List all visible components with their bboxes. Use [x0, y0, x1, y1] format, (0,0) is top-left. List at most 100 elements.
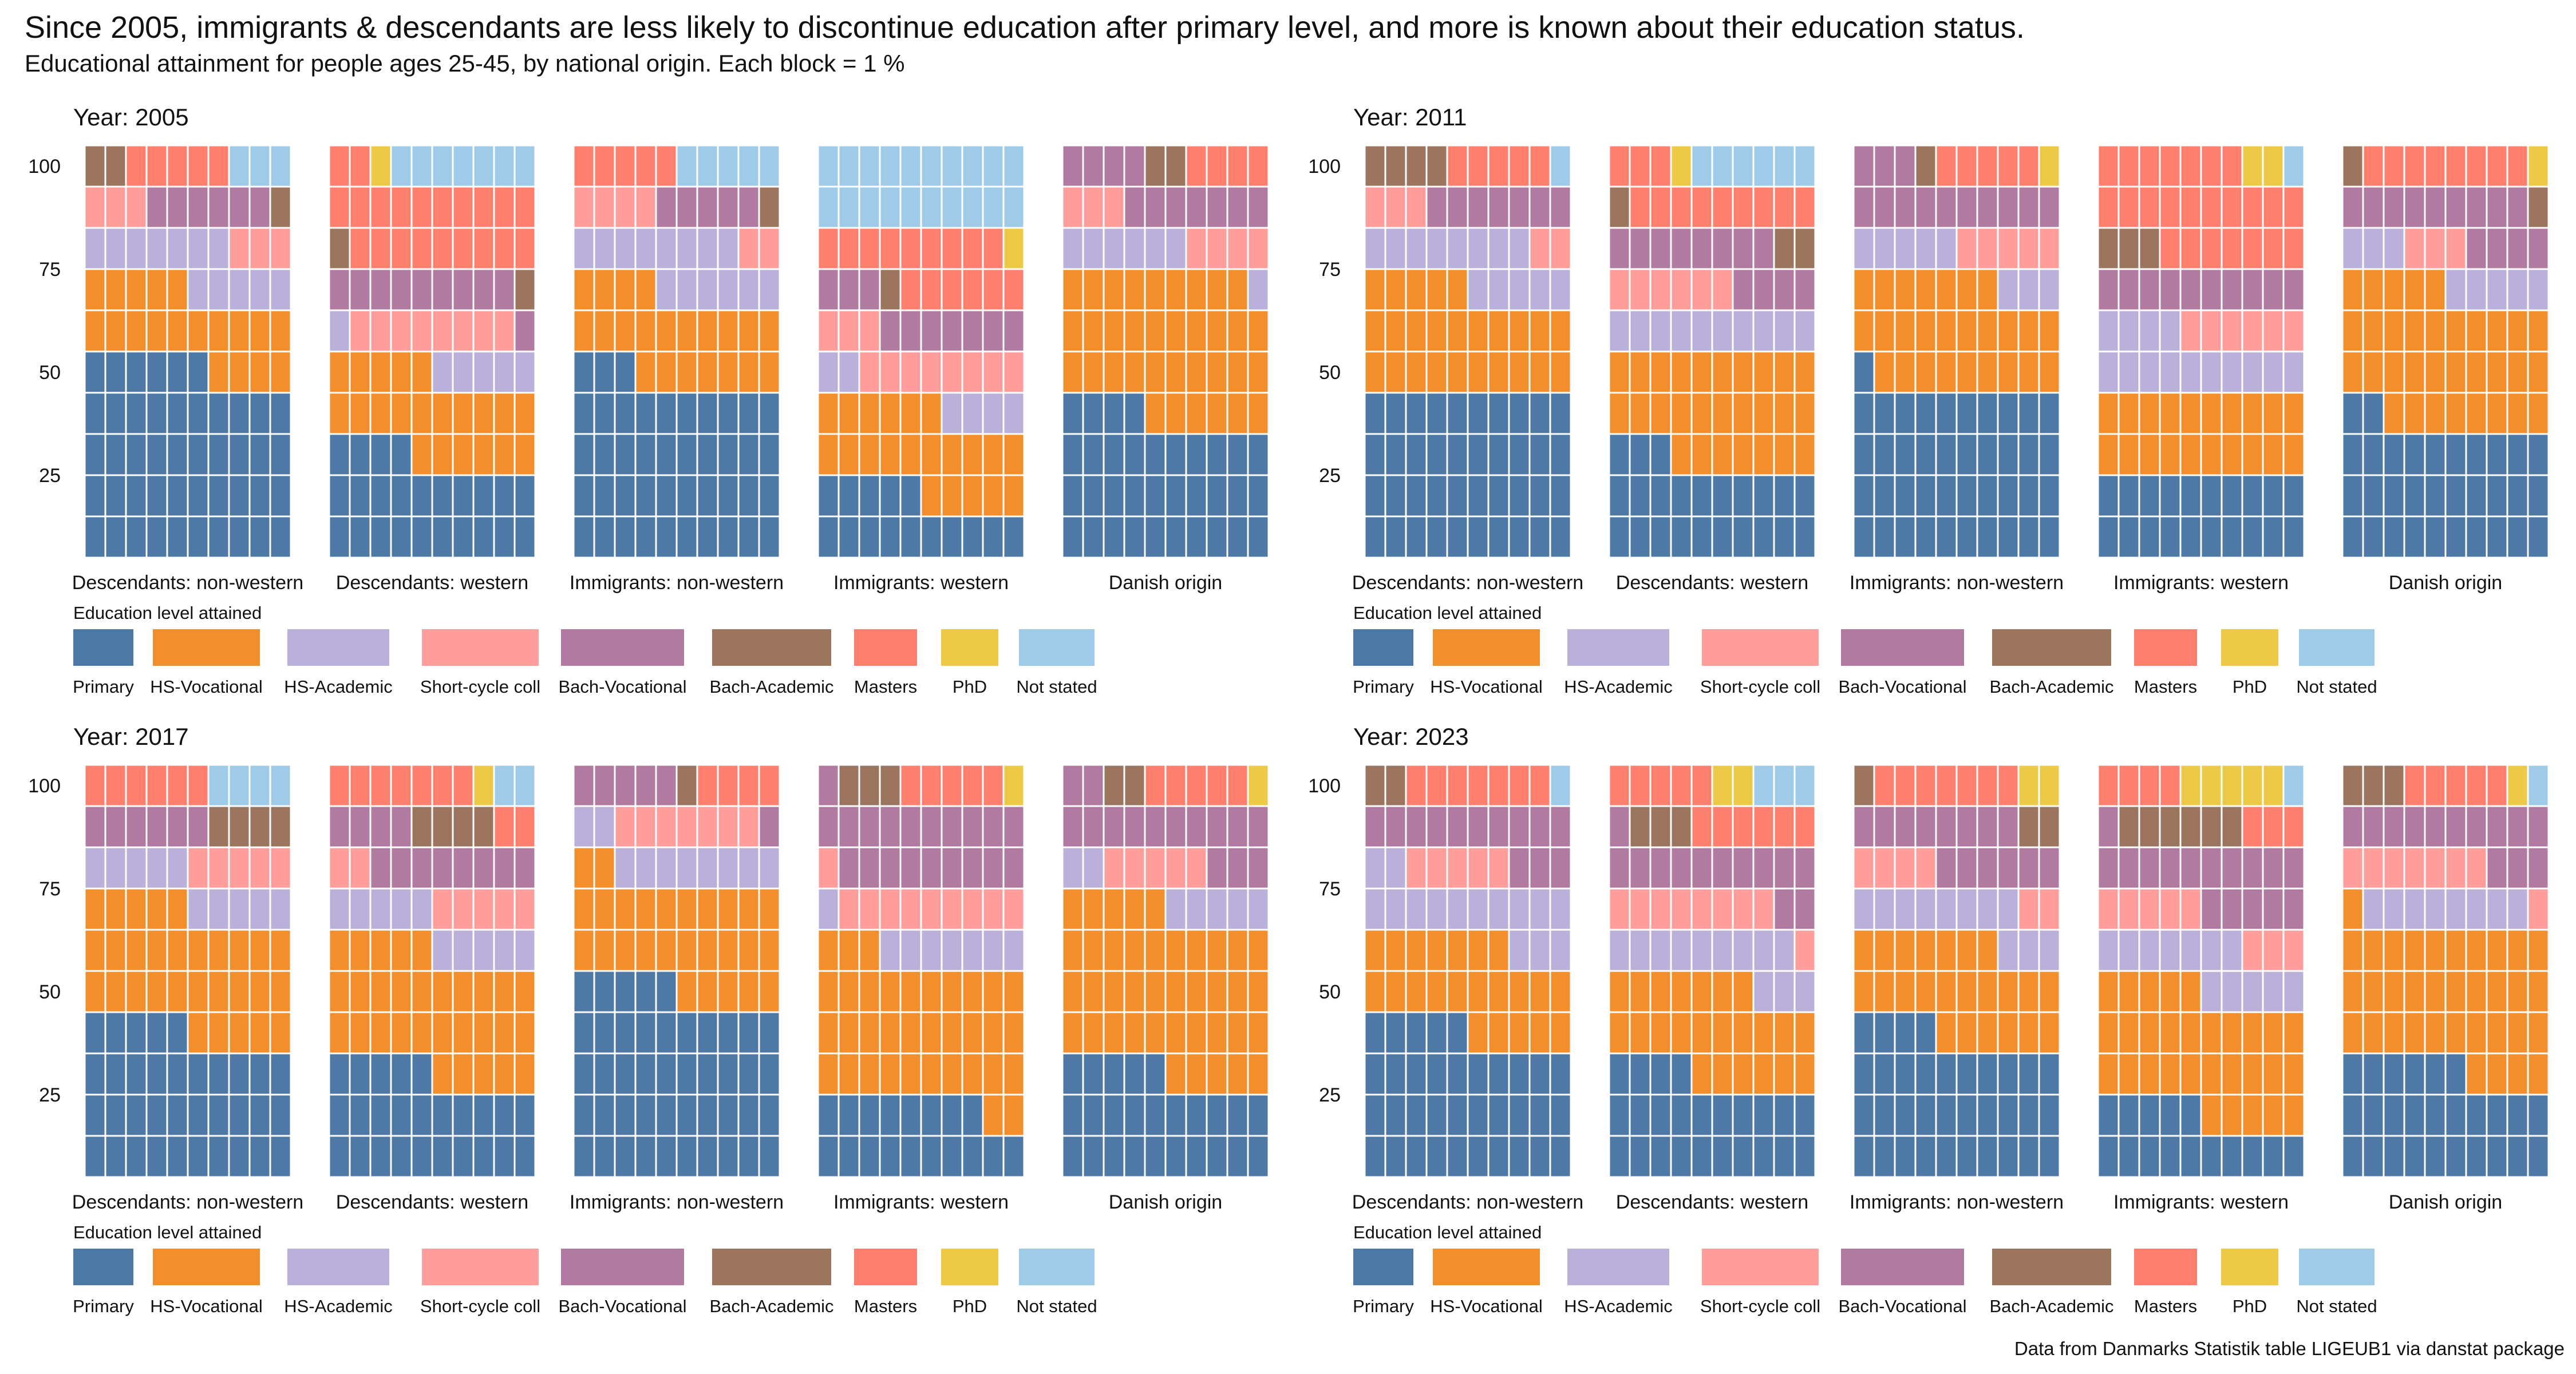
waffle-cell: [1103, 1052, 1125, 1096]
waffle-cell: [452, 268, 475, 311]
waffle-cell: [675, 1052, 698, 1096]
waffle-cell: [1773, 1093, 1796, 1137]
waffle-cell: [1487, 350, 1510, 394]
waffle-cell: [2017, 392, 2040, 435]
waffle-cell: [1873, 805, 1896, 848]
waffle-immigrants-western: Immigrants: western: [817, 764, 1025, 1213]
waffle-cell: [837, 1052, 860, 1096]
waffle-cell: [145, 474, 168, 518]
waffle-cell: [166, 227, 189, 270]
waffle-cell: [2341, 1011, 2364, 1055]
waffle-cell: [369, 805, 392, 848]
waffle-cell: [1608, 1052, 1631, 1096]
waffle-cell: [2138, 1093, 2161, 1137]
waffle-cell: [1894, 846, 1917, 890]
legend-swatch-bach-academic: [712, 629, 831, 666]
waffle-cell: [228, 1093, 251, 1137]
waffle-cell: [410, 1093, 433, 1137]
waffle-cell: [1649, 309, 1672, 353]
waffle-cell: [410, 805, 433, 848]
waffle-cell: [1103, 1135, 1125, 1178]
waffle-cell: [1955, 268, 1978, 311]
waffle-cell: [837, 1135, 860, 1178]
waffle-cell: [1690, 1011, 1713, 1055]
waffle-cell: [1002, 1135, 1025, 1178]
waffle-cell: [431, 805, 454, 848]
waffle-cell: [390, 268, 413, 311]
legend-label: HS-Vocational: [150, 677, 262, 697]
waffle-cell: [1732, 1135, 1755, 1178]
waffle-cell: [1487, 474, 1510, 518]
waffle-cell: [1206, 887, 1228, 931]
waffle-cell: [1608, 515, 1631, 559]
waffle-cell: [2424, 350, 2447, 394]
waffle-cell: [1425, 846, 1448, 890]
waffle-cell: [1446, 474, 1469, 518]
waffle-cell: [758, 929, 781, 972]
waffle-cell: [431, 929, 454, 972]
waffle-cell: [1670, 1135, 1693, 1178]
waffle-cell: [2200, 433, 2223, 476]
waffle-cell: [2221, 268, 2243, 311]
waffle-cell: [269, 392, 292, 435]
waffle-cell: [390, 929, 413, 972]
waffle-cell: [1528, 474, 1551, 518]
waffle-cell: [1773, 846, 1796, 890]
waffle-cell: [2200, 515, 2223, 559]
waffle-cell: [2038, 144, 2061, 188]
waffle-cell: [2221, 515, 2243, 559]
waffle-cell: [1144, 144, 1167, 188]
waffle-cell: [858, 887, 881, 931]
waffle-cell: [1670, 1011, 1693, 1055]
waffle-cell: [1446, 1093, 1469, 1137]
waffle-cell: [634, 1052, 657, 1096]
waffle-cell: [2221, 929, 2243, 972]
waffle-cell: [1467, 474, 1490, 518]
waffle-cell: [1226, 764, 1249, 807]
waffle-cell: [431, 474, 454, 518]
waffle-cell: [1773, 887, 1796, 931]
waffle-cell: [207, 764, 230, 807]
waffle-cell: [1976, 268, 1999, 311]
waffle-cell: [1935, 392, 1958, 435]
waffle-cell: [1082, 805, 1105, 848]
waffle-cell: [1629, 185, 1652, 229]
waffle-cell: [1206, 515, 1228, 559]
waffle-cell: [410, 392, 433, 435]
waffle-cell: [1061, 1052, 1084, 1096]
waffle-cell: [1364, 1135, 1386, 1178]
waffle-cell: [1364, 1011, 1386, 1055]
waffle-cell: [2383, 392, 2405, 435]
waffle-cell: [837, 805, 860, 848]
waffle-cell: [1670, 805, 1693, 848]
waffle-cell: [2282, 1093, 2305, 1137]
waffle-cell: [717, 268, 740, 311]
waffle-cell: [1226, 268, 1249, 311]
waffle-cell: [696, 433, 719, 476]
waffle-cell: [920, 433, 943, 476]
waffle-cell: [248, 350, 271, 394]
waffle-cell: [452, 185, 475, 229]
waffle-cell: [1185, 1011, 1208, 1055]
waffle-cell: [593, 392, 616, 435]
waffle-cell: [2403, 392, 2426, 435]
waffle-cell: [572, 1052, 595, 1096]
waffle-cell: [1405, 433, 1428, 476]
waffle-cell: [572, 144, 595, 188]
waffle-cell: [1711, 887, 1734, 931]
waffle-cell: [1894, 1135, 1917, 1178]
waffle-cell: [899, 392, 922, 435]
waffle-cell: [2486, 350, 2508, 394]
waffle-cell: [2117, 970, 2140, 1013]
waffle-cell: [166, 929, 189, 972]
waffle-cell: [737, 970, 760, 1013]
legend-label: Short-cycle coll: [1700, 677, 1820, 697]
waffle-cell: [2444, 846, 2467, 890]
waffle-cell: [1384, 474, 1407, 518]
waffle-cell: [166, 144, 189, 188]
waffle-cell: [1123, 144, 1146, 188]
waffle-cell: [717, 805, 740, 848]
waffle-cell: [1226, 474, 1249, 518]
waffle-cell: [328, 970, 351, 1013]
